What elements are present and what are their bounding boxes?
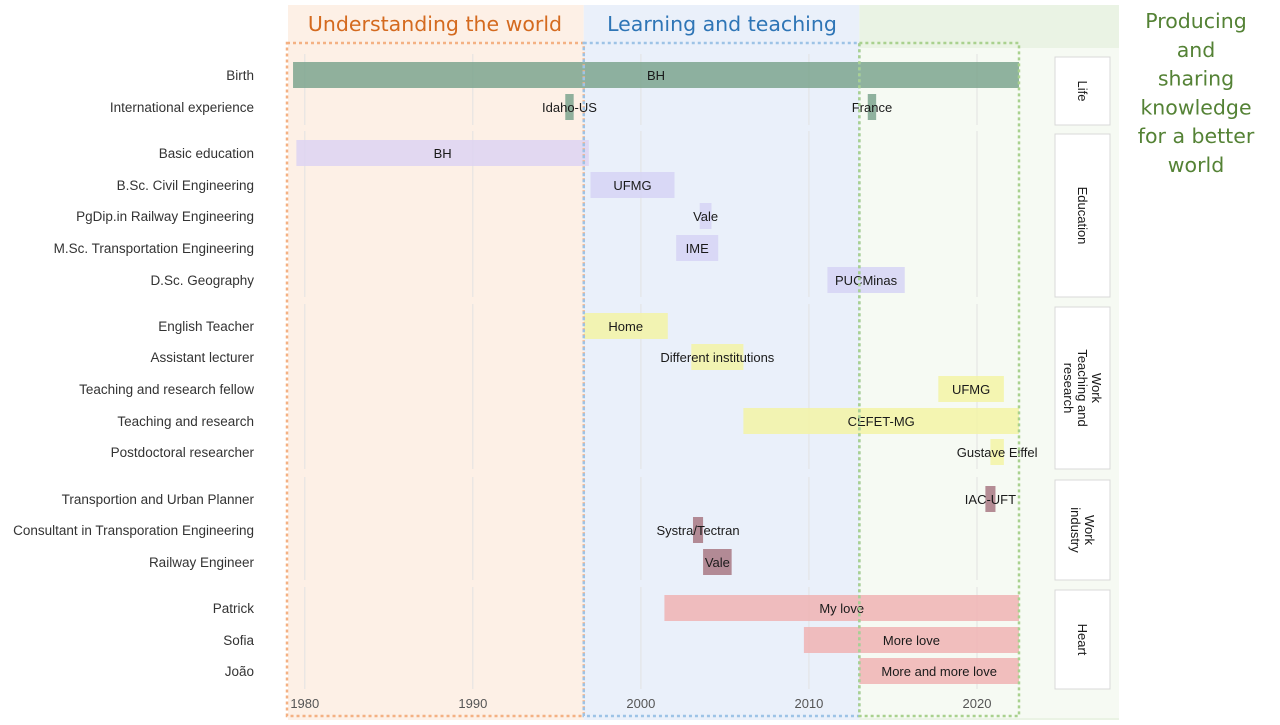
- era-title-line: Producing: [1145, 9, 1247, 33]
- bar-label: Vale: [705, 555, 730, 570]
- bar-label: Gustave Eiffel: [957, 445, 1038, 460]
- row-label: Teaching and research fellow: [79, 382, 254, 397]
- timeline-bar: [990, 439, 1004, 465]
- facet-label-line: research: [1061, 363, 1076, 414]
- row-label: Railway Engineer: [149, 555, 255, 570]
- facet-strip: [1054, 589, 1111, 690]
- bar-label: France: [852, 100, 892, 115]
- bar-label: More and more love: [881, 664, 997, 679]
- row-label: Consultant in Transporation Engineering: [13, 523, 254, 538]
- x-tick-label: 2000: [626, 696, 655, 711]
- timeline-bar: [296, 140, 589, 166]
- bar-label: PUCMinas: [835, 273, 898, 288]
- x-tick-label: 1990: [458, 696, 487, 711]
- timeline-bar: [676, 235, 719, 261]
- timeline-bar: [691, 344, 744, 370]
- bar-label: Different institutions: [660, 350, 774, 365]
- bar-label: CEFET-MG: [848, 414, 915, 429]
- timeline-bar: [859, 658, 1019, 684]
- timeline-bar: [985, 486, 996, 512]
- era-outline: [858, 41, 1021, 718]
- row-label: Assistant lecturer: [150, 350, 254, 365]
- facet-label: Life: [1075, 81, 1090, 102]
- era-title-line: and: [1177, 38, 1216, 62]
- era-title-line: world: [1168, 153, 1224, 177]
- timeline-bar: [803, 627, 1019, 653]
- era-outline: [285, 41, 586, 718]
- bar-label: Systra/Tectran: [656, 523, 739, 538]
- timeline-bar: [703, 549, 732, 575]
- facet-strip: [1054, 479, 1111, 581]
- timeline-bar: [583, 313, 668, 339]
- x-tick-label: 2020: [963, 696, 992, 711]
- bar-label: UFMG: [952, 382, 990, 397]
- row-label: D.Sc. Geography: [150, 273, 254, 288]
- facet-label: Workindustry: [1068, 507, 1097, 553]
- timeline-bar: [664, 595, 1019, 621]
- timeline-bar: [699, 203, 712, 229]
- facet-label-line: Life: [1075, 81, 1090, 102]
- bar-label: BH: [647, 68, 665, 83]
- row-label: English Teacher: [158, 319, 254, 334]
- era-title-line: knowledge: [1140, 95, 1251, 119]
- facet-label-line: Heart: [1075, 624, 1090, 656]
- x-tick-label: 2010: [794, 696, 823, 711]
- row-label: Postdoctoral researcher: [111, 445, 255, 460]
- row-label: Birth: [226, 68, 254, 83]
- era-band: [288, 5, 584, 720]
- facet-strip: [1054, 306, 1111, 470]
- bar-label: My love: [819, 601, 864, 616]
- bar-label: UFMG: [613, 178, 651, 193]
- timeline-bar: [565, 94, 574, 120]
- timeline-bar: [743, 408, 1019, 434]
- bar-label: Idaho-US: [542, 100, 597, 115]
- row-label: PgDip.in Railway Engineering: [76, 209, 254, 224]
- row-label: Transportion and Urban Planner: [62, 492, 255, 507]
- timeline-bar: [293, 62, 1019, 88]
- bar-label: BH: [434, 146, 452, 161]
- x-tick-label: 1980: [290, 696, 319, 711]
- facet-label-line: Education: [1075, 187, 1090, 245]
- bar-label: Vale: [693, 209, 718, 224]
- facet-label: Heart: [1075, 624, 1090, 656]
- bar-label: Home: [608, 319, 643, 334]
- bar-label: More love: [883, 633, 940, 648]
- row-label: Patrick: [213, 601, 255, 616]
- facet-label-line: Work: [1089, 373, 1104, 404]
- facet-label-line: Work: [1082, 515, 1097, 546]
- era-title: Learning and teaching: [607, 12, 837, 36]
- row-label: Teaching and research: [117, 414, 254, 429]
- facet-label: Education: [1075, 187, 1090, 245]
- facet-strip: [1054, 133, 1111, 298]
- row-label: M.Sc. Transportation Engineering: [54, 241, 254, 256]
- bar-label: IME: [686, 241, 709, 256]
- row-label: João: [225, 664, 254, 679]
- timeline-bar: [827, 267, 905, 293]
- row-label: Basic education: [159, 146, 254, 161]
- timeline-bar: [692, 517, 704, 543]
- timeline-bar: [867, 94, 877, 120]
- era-title: Understanding the world: [308, 12, 562, 36]
- facet-strip: [1054, 56, 1111, 126]
- row-label: Sofia: [223, 633, 254, 648]
- facet-label-line: industry: [1068, 507, 1083, 553]
- timeline-bar: [938, 376, 1004, 402]
- facet-label-line: Teaching and: [1075, 349, 1090, 426]
- row-label: B.Sc. Civil Engineering: [117, 178, 254, 193]
- row-label: International experience: [110, 100, 254, 115]
- facet-label: WorkTeaching andresearch: [1061, 349, 1104, 426]
- era-title-line: for a better: [1138, 124, 1255, 148]
- era-title-line: sharing: [1158, 67, 1234, 91]
- timeline-bar: [590, 172, 675, 198]
- era-title: Producing and sharing knowledge for a better…: [1138, 9, 1255, 177]
- bar-label: IAC-UFT: [965, 492, 1016, 507]
